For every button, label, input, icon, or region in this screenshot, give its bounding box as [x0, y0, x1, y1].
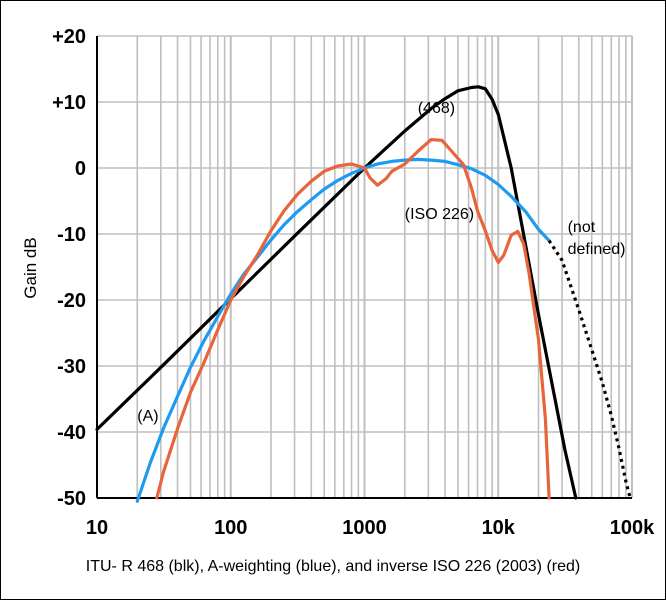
annotations: (468) (ISO 226) (not defined) (A) — [137, 100, 625, 425]
annotation-label: defined) — [568, 241, 626, 258]
annotation-label: (not — [568, 219, 596, 236]
x-tick-label: 100k — [610, 517, 655, 539]
x-tick-label: 1000 — [342, 517, 387, 539]
x-tick-labels: 10 100 1000 10k 100k — [86, 517, 655, 539]
y-tick-label: -20 — [57, 290, 86, 312]
x-tick-label: 10k — [482, 517, 516, 539]
annotation-label: (A) — [137, 408, 158, 425]
annotation-label: (468) — [418, 100, 455, 117]
y-tick-label: -10 — [57, 224, 86, 246]
y-tick-label: +10 — [52, 92, 86, 114]
series-iso226 — [155, 138, 551, 500]
axes — [96, 36, 632, 499]
y-tick-label: +20 — [52, 26, 86, 48]
y-tick-label: 0 — [75, 158, 86, 180]
series-a-weighting — [135, 157, 551, 503]
series-itu468 — [95, 85, 578, 500]
y-tick-labels: +20 +10 0 -10 -20 -30 -40 -50 — [52, 26, 86, 510]
annotation-label: (ISO 226) — [405, 206, 474, 223]
x-tick-label: 100 — [214, 517, 247, 539]
gain-chart: +20+100-10-20-30-40-50 10 100 1000 10k 100k … — [21, 26, 655, 539]
y-tick-label: -30 — [57, 356, 86, 378]
y-tick-label: -50 — [57, 488, 86, 510]
y-tick-label: -40 — [57, 422, 86, 444]
chart-caption: ITU- R 468 (blk), A-weighting (blue), an… — [85, 558, 581, 575]
series-lines — [95, 85, 632, 503]
x-tick-label: 10 — [86, 517, 108, 539]
y-axis-label: Gain dB — [21, 237, 40, 298]
